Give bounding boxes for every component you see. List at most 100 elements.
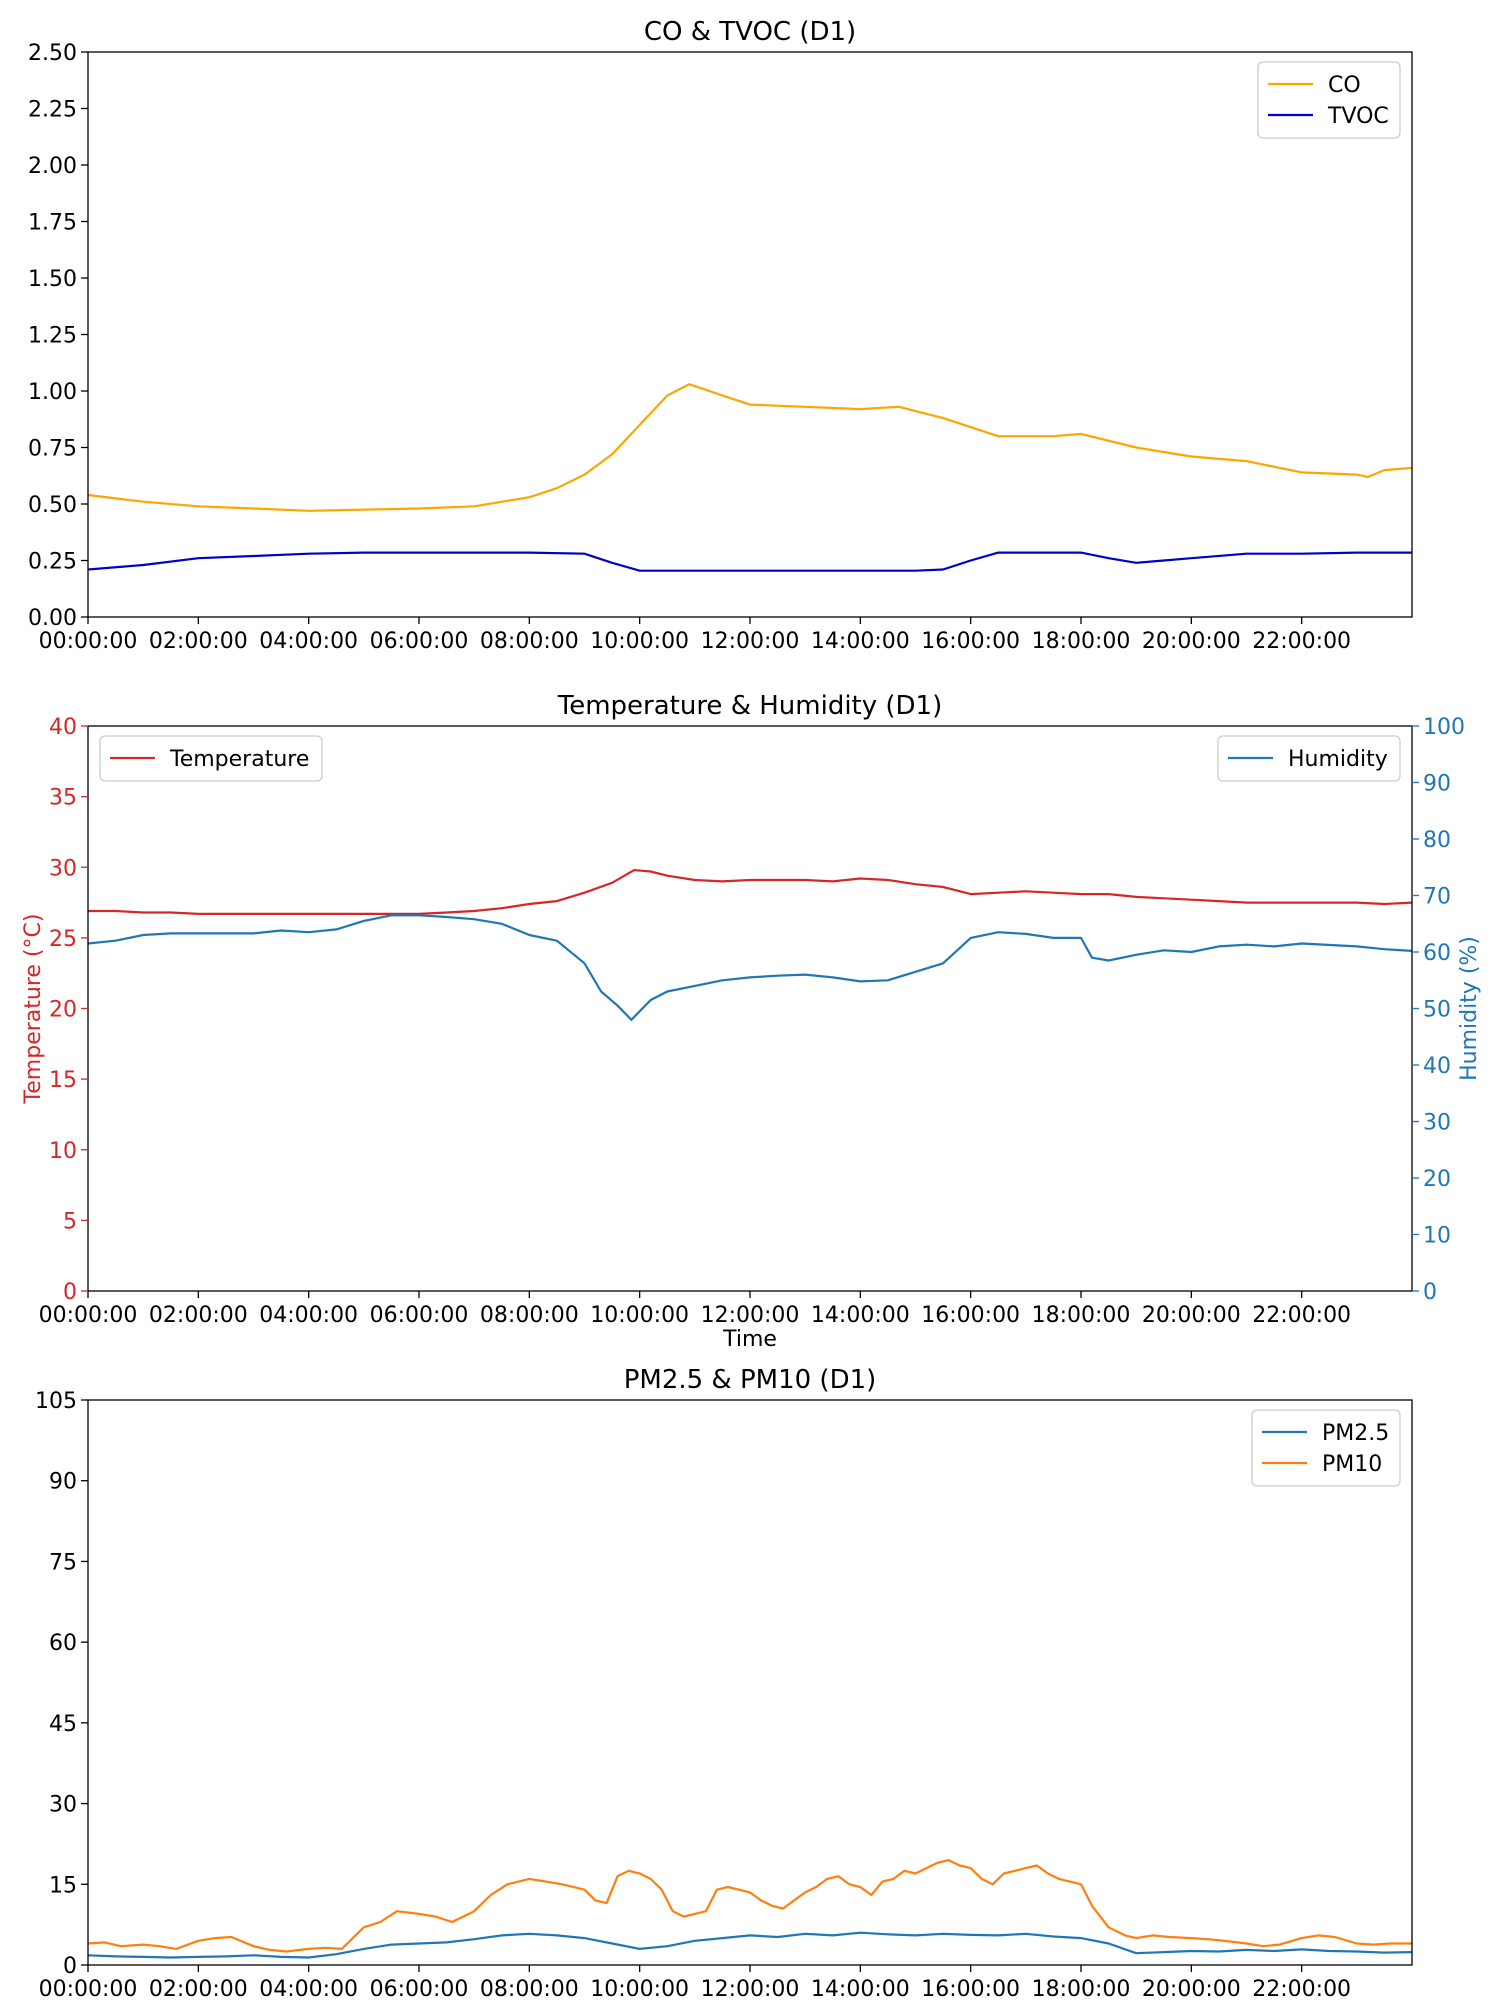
x-tick-label: 10:00:00 [590,1303,689,1328]
chart-title: CO & TVOC (D1) [644,17,856,47]
x-tick-label: 00:00:00 [39,1303,138,1328]
x-tick-label: 20:00:00 [1142,1303,1241,1328]
x-tick-label: 12:00:00 [701,1303,800,1328]
series-line-pm25 [87,1931,1413,1959]
y-right-tick-label: 30 [1423,1111,1451,1136]
y-tick-label: 0 [63,1954,77,1979]
x-tick-label: 18:00:00 [1032,629,1131,654]
x-tick-label: 22:00:00 [1252,1977,1351,2000]
y-tick-label: 30 [49,1793,77,1818]
legend-label: Humidity [1288,747,1388,772]
legend-box [1251,1409,1401,1487]
y-tick-label: 15 [49,1873,77,1898]
chart-pm: PM2.5 & PM10 (D1) 00:00:00 02:00:00 04:00:0… [35,1365,1413,2000]
plot-frame [87,725,1413,1292]
y-tick-label: 10 [49,1139,77,1164]
chart-co_tvoc: CO & TVOC (D1) 00:00:00 02:00:00 04:00:00 06… [28,17,1413,654]
x-tick-label: 06:00:00 [370,629,469,654]
y-right-tick-label: 100 [1423,715,1465,740]
x-tick-label: 04:00:00 [259,1303,358,1328]
y-tick-label: 1.75 [28,211,77,236]
x-tick-label: 00:00:00 [39,629,138,654]
legend: Temperature [99,735,323,782]
x-tick-label: 22:00:00 [1252,1303,1351,1328]
x-tick-label: 16:00:00 [921,1977,1020,2000]
legend-label: PM2.5 [1322,1421,1389,1446]
plot-frame [87,1399,1413,1966]
x-tick-label: 18:00:00 [1032,1977,1131,2000]
legend: Humidity [1217,735,1401,782]
series-line-pm10 [87,1859,1412,1953]
x-tick-label: 04:00:00 [259,1977,358,2000]
y-right-tick-label: 50 [1423,998,1451,1023]
y-tick-label: 0.25 [28,550,77,575]
y-tick-label: 2.25 [28,98,77,123]
legend-box [1257,61,1401,139]
y-tick-label: 15 [49,1068,77,1093]
x-tick-label: 16:00:00 [921,629,1020,654]
y-right-axis-label: Humidity (%) [1457,936,1482,1081]
y-tick-label: 0 [63,1280,77,1305]
x-tick-label: 16:00:00 [921,1303,1020,1328]
chart-temp_hum: Temperature & Humidity (D1) 00:00:00 02:00… [21,691,1482,1352]
x-tick-label: 06:00:00 [370,1303,469,1328]
y-tick-label: 35 [49,786,77,811]
x-tick-label: 10:00:00 [590,629,689,654]
legend-box [1217,735,1401,782]
y-right-tick-label: 80 [1423,828,1451,853]
x-tick-label: 00:00:00 [39,1977,138,2000]
y-tick-label: 45 [49,1712,77,1737]
y-tick-label: 105 [35,1389,77,1414]
legend-label: CO [1328,73,1361,98]
y-right-tick-label: 90 [1423,772,1451,797]
x-tick-label: 10:00:00 [590,1977,689,2000]
plot-frame [87,51,1413,618]
series-line-co [87,383,1413,512]
x-tick-label: 14:00:00 [811,1303,910,1328]
series-line-humidity [87,914,1413,1021]
series-line-tvoc [87,551,1412,572]
y-right-tick-label: 0 [1423,1280,1437,1305]
chart-title: PM2.5 & PM10 (D1) [624,1365,877,1395]
x-tick-label: 08:00:00 [480,1303,579,1328]
y-right-tick-label: 40 [1423,1054,1451,1079]
y-tick-label: 0.50 [28,493,77,518]
x-tick-label: 14:00:00 [811,1977,910,2000]
y-tick-label: 90 [49,1470,77,1495]
x-tick-label: 20:00:00 [1142,629,1241,654]
x-tick-label: 02:00:00 [149,1977,248,2000]
y-right-tick-label: 20 [1423,1167,1451,1192]
x-tick-label: 02:00:00 [149,1303,248,1328]
y-tick-label: 2.50 [28,41,77,66]
y-tick-label: 1.00 [28,380,77,405]
x-tick-label: 04:00:00 [259,629,358,654]
chart-title: Temperature & Humidity (D1) [557,691,943,721]
y-tick-label: 0.75 [28,437,77,462]
legend-label: PM10 [1322,1452,1382,1477]
x-tick-label: 12:00:00 [701,629,800,654]
x-tick-label: 02:00:00 [149,629,248,654]
y-tick-label: 40 [49,715,77,740]
x-tick-label: 08:00:00 [480,629,579,654]
y-tick-label: 2.00 [28,154,77,179]
x-tick-label: 12:00:00 [701,1977,800,2000]
legend-label: Temperature [169,747,309,772]
y-tick-label: 1.25 [28,324,77,349]
y-tick-label: 75 [49,1550,77,1575]
legend: CO TVOC [1257,61,1401,139]
x-tick-label: 20:00:00 [1142,1977,1241,2000]
x-tick-label: 08:00:00 [480,1977,579,2000]
y-right-tick-label: 10 [1423,1224,1451,1249]
y-tick-label: 1.50 [28,267,77,292]
series-line-temperature [88,869,1413,915]
x-axis-label: Time [722,1327,777,1352]
y-tick-label: 20 [49,998,77,1023]
y-tick-label: 0.00 [28,606,77,631]
legend: PM2.5 PM10 [1251,1409,1401,1487]
x-tick-label: 06:00:00 [370,1977,469,2000]
y-tick-label: 25 [49,927,77,952]
y-tick-label: 5 [63,1209,77,1234]
y-right-tick-label: 60 [1423,941,1451,966]
x-tick-label: 18:00:00 [1032,1303,1131,1328]
